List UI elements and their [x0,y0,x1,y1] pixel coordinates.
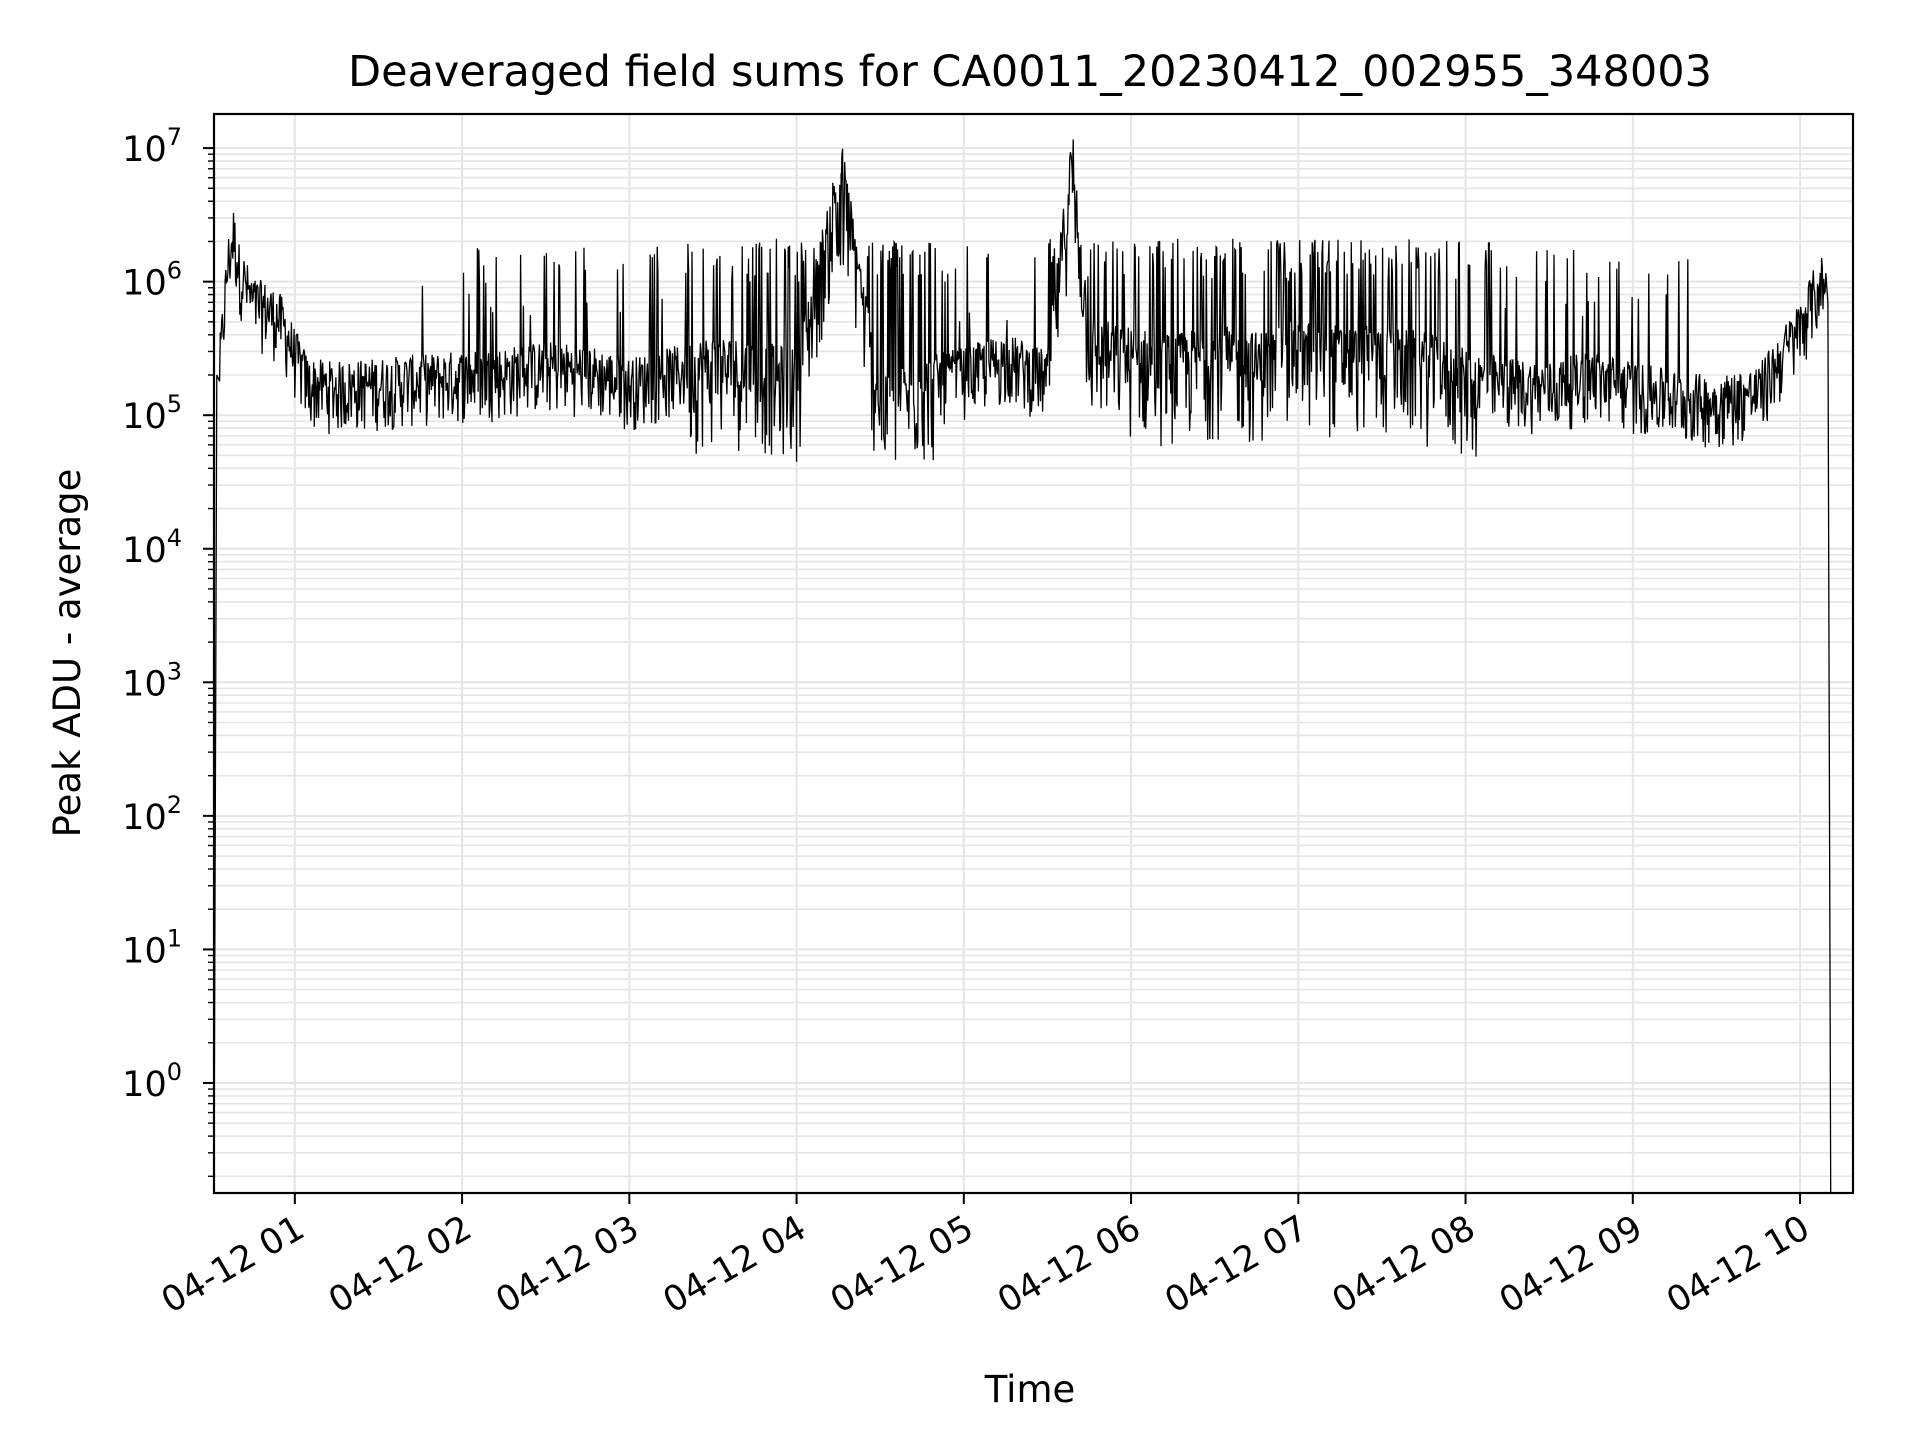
y-tick-label: 101 [122,924,182,971]
y-tick-label: 107 [122,123,182,170]
series-line [213,139,1832,1194]
y-tick-label: 106 [122,257,182,304]
y-tick-label: 102 [122,791,182,838]
grid-lines [214,114,1853,1193]
x-axis-label: Time [984,1368,1076,1411]
y-tick-label: 104 [122,524,182,571]
y-tick-label: 100 [122,1058,182,1105]
plot-frame [212,112,1855,1195]
y-axis-label: Peak ADU - average [46,469,89,838]
y-tick-label: 103 [122,657,182,704]
chart-title: Deaveraged field sums for CA0011_2023041… [348,47,1712,97]
data-series [213,139,1832,1194]
y-tick-label: 105 [122,390,182,437]
